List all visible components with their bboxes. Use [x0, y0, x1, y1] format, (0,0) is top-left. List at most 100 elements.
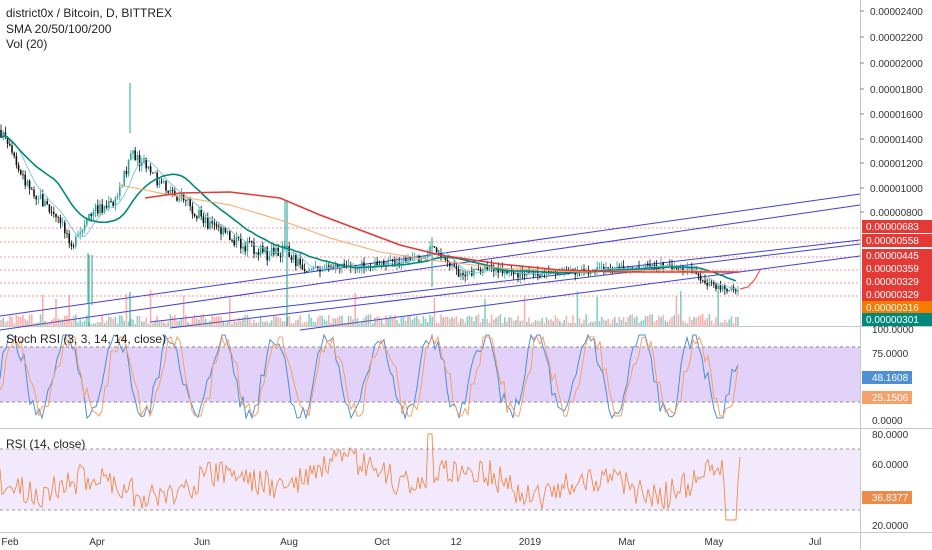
volume-bar — [616, 322, 618, 326]
volume-bar — [112, 318, 114, 326]
volume-bar — [609, 323, 612, 326]
volume-bar — [713, 323, 715, 326]
volume-bar — [121, 315, 123, 326]
y-tick-label: 0.00002200 — [870, 33, 923, 44]
candle-body — [660, 262, 662, 268]
volume-bar — [292, 323, 295, 326]
candle-body — [292, 254, 295, 260]
candle-body — [110, 201, 112, 203]
candle-body — [198, 209, 200, 219]
volume-bar — [464, 322, 466, 326]
candle-body — [92, 211, 95, 217]
volume-bar — [86, 315, 88, 326]
stoch-d-line — [0, 335, 739, 418]
candle-body — [552, 270, 554, 273]
volume-bar — [242, 317, 244, 326]
stoch-k-line — [0, 333, 739, 420]
price-label-bg — [862, 234, 932, 247]
candle-body — [402, 259, 405, 262]
volume-bar — [477, 314, 480, 326]
volume-bar — [735, 316, 737, 326]
volume-bar — [644, 316, 647, 326]
candle-body — [15, 156, 18, 165]
candle-body — [81, 229, 84, 233]
candle-body — [475, 268, 477, 270]
volume-bar — [726, 322, 728, 326]
candle-body — [653, 265, 656, 266]
candle-body — [114, 197, 117, 207]
volume-bar — [407, 315, 409, 326]
candle-body — [136, 155, 139, 161]
volume-bar — [607, 318, 609, 326]
candle-body — [193, 213, 196, 217]
volume-bar — [193, 314, 196, 326]
y-tick-label: 0.00001600 — [870, 110, 923, 121]
volume-bar — [354, 292, 356, 326]
candle-body — [347, 264, 350, 266]
candle-body — [176, 195, 178, 201]
volume-bar — [220, 316, 222, 326]
volume-bar — [138, 316, 141, 326]
volume-bar — [427, 322, 429, 326]
recent-candles — [739, 269, 761, 290]
volume-bar — [57, 318, 59, 326]
volume-bar — [462, 319, 464, 326]
candle-body — [191, 206, 194, 214]
candle-body — [68, 233, 70, 244]
volume-bar — [224, 322, 227, 326]
volume-bar — [156, 315, 158, 326]
candle-body — [279, 255, 282, 257]
volume-bar — [486, 318, 488, 326]
volume-bar — [422, 315, 425, 326]
volume-bar — [61, 319, 64, 326]
candle-body — [325, 265, 328, 270]
volume-bar — [288, 315, 290, 326]
candle-body — [26, 180, 29, 186]
volume-bar — [158, 321, 161, 326]
candle-body — [519, 272, 521, 278]
volume-bar — [497, 316, 499, 326]
volume-bar — [521, 320, 524, 326]
candle-body — [94, 205, 97, 212]
volume-bar — [640, 320, 642, 326]
volume-bar — [321, 315, 323, 326]
volume-bar — [666, 322, 669, 326]
candle-body — [125, 171, 128, 175]
candle-body — [488, 265, 491, 271]
volume-bar — [363, 317, 365, 326]
volume-bar — [356, 318, 359, 326]
volume-bar — [352, 319, 354, 326]
price-label-bg — [862, 275, 932, 288]
volume-bar — [163, 322, 165, 326]
candle-body — [449, 263, 451, 267]
volume-bar — [471, 316, 473, 326]
volume-bar — [42, 294, 44, 326]
candle-body — [662, 262, 664, 267]
candle-body — [37, 199, 40, 200]
candle-body — [0, 130, 2, 138]
volume-bar — [596, 296, 598, 326]
volume-bar — [79, 319, 81, 326]
volume-bar — [123, 320, 125, 326]
candle-body — [424, 256, 427, 258]
volume-bar — [176, 320, 178, 326]
volume-bar — [22, 314, 24, 326]
volume-bar — [336, 317, 339, 326]
volume-bar — [39, 314, 42, 326]
candle-body — [169, 189, 172, 193]
candle-body — [301, 264, 304, 270]
volume-bar — [530, 323, 532, 326]
candle-body — [149, 166, 152, 173]
volume-bar — [297, 319, 299, 326]
candle-body — [264, 247, 266, 253]
candle-body — [72, 246, 75, 247]
volume-bar — [253, 319, 255, 326]
price-label-bg — [862, 288, 932, 301]
candle-body — [235, 236, 238, 246]
volume-bar — [418, 319, 420, 326]
candle-body — [409, 258, 411, 260]
volume-bar — [341, 315, 343, 326]
volume-bar — [539, 320, 541, 326]
volume-bar — [664, 320, 667, 326]
